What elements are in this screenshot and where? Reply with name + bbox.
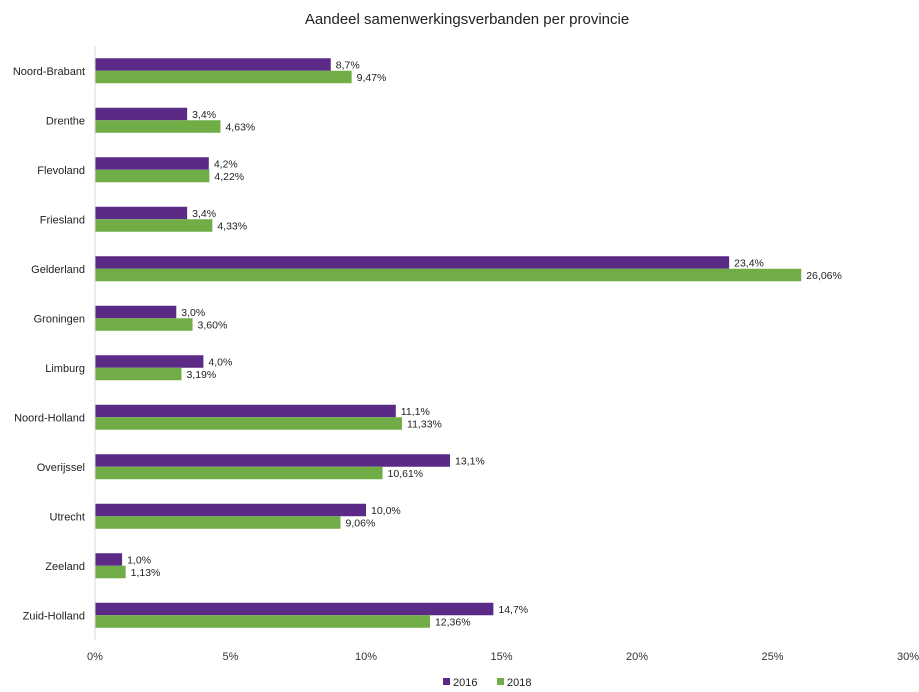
data-label-2016-groningen: 3,0%	[181, 307, 205, 319]
bar-2018-noord-brabant	[95, 70, 352, 84]
data-label-2018-flevoland: 4,22%	[214, 171, 244, 183]
data-label-2018-gelderland: 26,06%	[806, 270, 842, 282]
data-label-2018-overijssel: 10,61%	[388, 468, 424, 480]
data-label-2016-zuid-holland: 14,7%	[498, 604, 528, 616]
bar-2016-zeeland	[95, 553, 123, 566]
legend-label-2018: 2018	[507, 677, 531, 689]
legend-swatch-2016	[443, 678, 450, 685]
x-tick-label: 25%	[761, 651, 783, 663]
data-label-2018-drenthe: 4,63%	[225, 122, 255, 134]
data-label-2018-friesland: 4,33%	[217, 221, 247, 233]
data-label-2016-noord-holland: 11,1%	[401, 406, 430, 418]
category-label-gelderland: Gelderland	[31, 264, 85, 276]
x-tick-label: 5%	[223, 651, 239, 663]
legend: 2016 2018	[443, 677, 531, 689]
bar-2018-drenthe	[95, 120, 221, 133]
data-label-2016-overijssel: 13,1%	[455, 456, 485, 468]
x-tick-label: 10%	[355, 651, 377, 663]
labels-layer: 8,7%9,47% Noord-Brabant 3,4% 4,63% Drenthe 4,…	[13, 60, 842, 629]
bar-2018-gelderland	[95, 268, 802, 282]
bar-2018-zeeland	[95, 565, 126, 579]
category-label-noord-holland: Noord-Holland	[14, 412, 85, 424]
data-label-2018-utrecht: 9,06%	[346, 518, 376, 530]
bar-2016-zuid-holland	[95, 602, 494, 616]
data-label-2016-limburg: 4,0%	[208, 357, 232, 369]
bar-2016-overijssel	[95, 454, 451, 467]
category-label-noord-brabant: Noord-Brabant	[13, 66, 85, 78]
axis-layer: 0% 5% 10% 15% 20% 25% 30%	[87, 46, 919, 663]
bar-2016-flevoland	[95, 157, 209, 170]
bar-2018-groningen	[95, 318, 193, 331]
x-tick-label: 20%	[626, 651, 648, 663]
bar-2016-groningen	[95, 305, 177, 319]
bar-2018-zuid-holland	[95, 615, 430, 628]
category-label-friesland: Friesland	[40, 214, 85, 226]
bar-2018-overijssel	[95, 466, 383, 480]
category-label-limburg: Limburg	[45, 363, 85, 375]
legend-swatch-2018	[497, 678, 504, 685]
data-label-2016-gelderland: 23,4%	[734, 258, 764, 270]
data-label-2018-noord-brabant: 9,47%	[357, 72, 387, 84]
data-label-2018-zeeland: 1,13%	[131, 567, 161, 579]
bar-2018-limburg	[95, 367, 182, 381]
bar-2016-noord-brabant	[95, 58, 331, 71]
x-tick-label: 15%	[490, 651, 512, 663]
bar-2018-noord-holland	[95, 417, 403, 430]
data-label-2018-zuid-holland: 12,36%	[435, 617, 471, 629]
category-label-overijssel: Overijssel	[37, 462, 85, 474]
bar-2016-utrecht	[95, 503, 366, 517]
x-tick-label: 30%	[897, 651, 919, 663]
bar-2016-gelderland	[95, 256, 730, 269]
category-label-zeeland: Zeeland	[45, 561, 85, 573]
data-label-2018-limburg: 3,19%	[186, 369, 216, 381]
data-label-2016-friesland: 3,4%	[192, 208, 216, 220]
data-label-2016-noord-brabant: 8,7%	[336, 60, 360, 72]
bar-2016-noord-holland	[95, 404, 396, 418]
chart-title: Aandeel samenwerkingsverbanden per provi…	[305, 11, 629, 28]
category-label-drenthe: Drenthe	[46, 115, 85, 127]
category-label-flevoland: Flevoland	[37, 165, 85, 177]
x-tick-label: 0%	[87, 651, 103, 663]
category-label-utrecht: Utrecht	[50, 511, 85, 523]
category-label-zuid-holland: Zuid-Holland	[23, 610, 85, 622]
bars-layer	[95, 58, 802, 628]
bar-2018-utrecht	[95, 516, 341, 529]
legend-label-2016: 2016	[453, 677, 477, 689]
data-label-2016-flevoland: 4,2%	[214, 159, 238, 171]
data-label-2016-utrecht: 10,0%	[371, 505, 401, 517]
data-label-2016-zeeland: 1,0%	[127, 555, 151, 567]
bar-2018-friesland	[95, 219, 213, 232]
bar-2016-limburg	[95, 355, 204, 368]
data-label-2016-drenthe: 3,4%	[192, 109, 216, 121]
category-label-groningen: Groningen	[34, 313, 85, 325]
data-label-2018-groningen: 3,60%	[198, 320, 228, 332]
data-label-2018-noord-holland: 11,33%	[407, 419, 442, 431]
bar-2016-drenthe	[95, 107, 188, 121]
bar-2016-friesland	[95, 206, 188, 220]
bar-2018-flevoland	[95, 169, 210, 183]
